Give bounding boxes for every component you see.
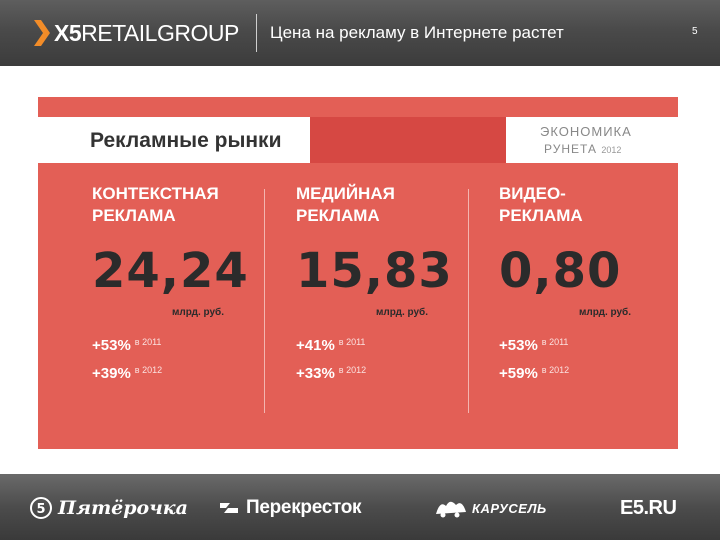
header-bar: X5RETAILGROUP Цена на рекламу в Интернет… (0, 0, 720, 66)
card-header-accent (310, 117, 506, 163)
market-heading-line2: РЕКЛАМА (92, 206, 176, 225)
market-heading-line1: КОНТЕКСТНАЯ (92, 184, 219, 203)
growth-stat: +53% в 2011 (92, 337, 161, 354)
growth-stat: +53% в 2011 (499, 337, 568, 354)
brand-e5: E5.RU (620, 496, 677, 520)
card-header: Рекламные рынки ЭКОНОМИКА РУНЕТА 2012 (38, 117, 678, 163)
brand-name: КАРУСЕЛЬ (472, 500, 547, 516)
brand-name: Пятёрочка (58, 497, 188, 519)
growth-percent: +59% (499, 365, 538, 382)
growth-year: в 2012 (541, 365, 570, 375)
growth-stat: +33% в 2012 (296, 365, 366, 382)
growth-year: в 2011 (338, 337, 366, 347)
karusel-logo-icon (436, 501, 466, 518)
logo-text-retail: RETAIL (81, 20, 157, 46)
growth-stat: +59% в 2012 (499, 365, 569, 382)
market-heading-line2: РЕКЛАМА (296, 206, 380, 225)
market-heading-line2: РЕКЛАМА (499, 206, 583, 225)
ebook-logo-line2: РУНЕТА (544, 142, 597, 156)
market-value: 0,80 (499, 243, 622, 299)
card-title: Рекламные рынки (90, 129, 282, 152)
growth-stat: +39% в 2012 (92, 365, 162, 382)
growth-year: в 2011 (541, 337, 569, 347)
brands-footer: 5 Пятёрочка Перекресток КАРУСЕЛЬ E5.RU (0, 474, 720, 540)
column-divider (264, 189, 265, 413)
perekrestok-logo-icon (220, 503, 238, 513)
logo-text-group: GROUP (156, 20, 239, 46)
x5-retail-group-logo: X5RETAILGROUP (34, 18, 239, 48)
column-divider (468, 189, 469, 413)
brand-pyaterochka: 5 Пятёрочка (28, 496, 188, 520)
ebook-logo-line1: ЭКОНОМИКА (540, 124, 632, 139)
brand-karusel: КАРУСЕЛЬ (434, 496, 547, 520)
page-number: 5 (692, 26, 698, 37)
slide-title: Цена на рекламу в Интернете растет (270, 23, 564, 42)
market-unit: млрд. руб. (376, 307, 429, 318)
brand-name: E5.RU (620, 496, 677, 519)
growth-percent: +39% (92, 365, 131, 382)
growth-percent: +33% (296, 365, 335, 382)
growth-percent: +41% (296, 337, 335, 354)
growth-year: в 2012 (338, 365, 367, 375)
growth-year: в 2011 (134, 337, 162, 347)
market-unit: млрд. руб. (579, 307, 632, 318)
brand-name: Перекресток (246, 497, 362, 518)
market-unit: млрд. руб. (172, 307, 225, 318)
market-value: 15,83 (296, 243, 453, 299)
header-divider (256, 14, 257, 52)
growth-percent: +53% (499, 337, 538, 354)
market-column-display: МЕДИЙНАЯ РЕКЛАМА 15,83 млрд. руб. +41% в … (296, 183, 486, 413)
market-heading-line1: МЕДИЙНАЯ (296, 184, 395, 203)
brand-perekrestok: Перекресток (218, 496, 362, 520)
logo-text-x5: X5 (54, 20, 82, 46)
ad-markets-infographic: Рекламные рынки ЭКОНОМИКА РУНЕТА 2012 КО… (38, 97, 678, 449)
growth-stat: +41% в 2011 (296, 337, 365, 354)
ekonomika-runeta-logo: ЭКОНОМИКА РУНЕТА 2012 (526, 121, 656, 159)
market-value: 24,24 (92, 243, 249, 299)
growth-percent: +53% (92, 337, 131, 354)
growth-year: в 2012 (134, 365, 163, 375)
x5-chevron-icon (34, 20, 50, 46)
pyaterochka-logo-icon: 5 (30, 497, 52, 519)
svg-text:5: 5 (36, 502, 45, 517)
market-column-contextual: КОНТЕКСТНАЯ РЕКЛАМА 24,24 млрд. руб. +53… (92, 183, 282, 413)
market-column-video: ВИДЕО- РЕКЛАМА 0,80 млрд. руб. +53% в 201… (499, 183, 689, 413)
ebook-logo-year: 2012 (601, 145, 622, 155)
market-heading-line1: ВИДЕО- (499, 184, 566, 203)
